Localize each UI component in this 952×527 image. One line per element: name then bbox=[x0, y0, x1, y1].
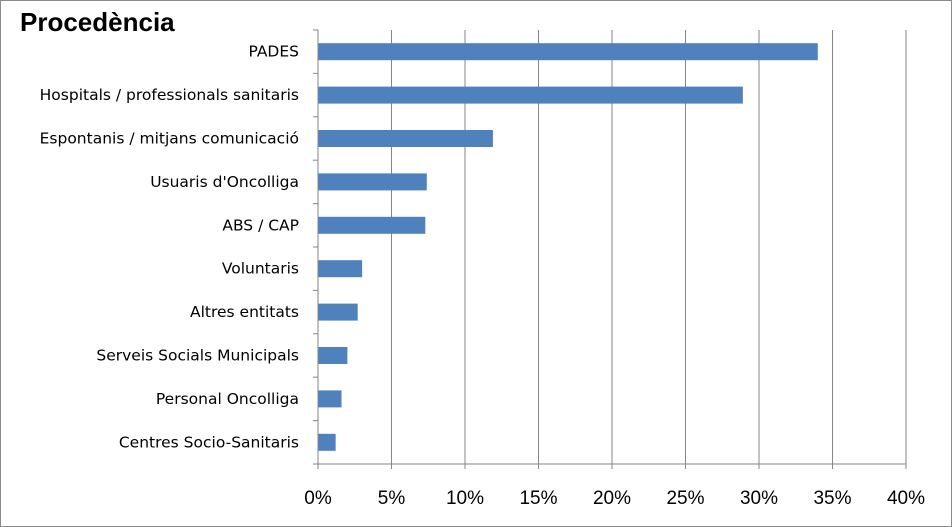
bar bbox=[318, 433, 336, 451]
bar bbox=[318, 43, 818, 61]
x-tick-label: 40% bbox=[887, 488, 925, 509]
bar bbox=[318, 86, 743, 104]
x-tick-labels: 0% 5% 10% 15% 20% 25% 30% 35% 40% bbox=[304, 488, 925, 509]
bar bbox=[318, 260, 363, 278]
category-label: Voluntaris bbox=[222, 260, 299, 278]
category-label: Serveis Socials Municipals bbox=[96, 347, 299, 365]
category-label: Personal Oncolliga bbox=[156, 390, 299, 408]
bar bbox=[318, 130, 493, 147]
category-label: Espontanis / mitjans comunicació bbox=[40, 130, 299, 148]
axes bbox=[313, 29, 907, 469]
category-labels: PADES Hospitals / professionals sanitaris… bbox=[40, 43, 299, 452]
bar bbox=[318, 347, 348, 364]
x-tick-label: 0% bbox=[304, 488, 332, 509]
category-label: Centres Socio-Sanitaris bbox=[119, 433, 299, 451]
category-label: PADES bbox=[248, 43, 299, 61]
x-tick-label: 10% bbox=[446, 488, 484, 509]
bar bbox=[318, 390, 342, 408]
bar bbox=[318, 303, 358, 321]
x-tick-label: 35% bbox=[813, 488, 851, 509]
bar bbox=[318, 173, 427, 191]
x-tick-label: 5% bbox=[378, 488, 406, 509]
category-label: Usuaris d'Oncolliga bbox=[150, 173, 299, 191]
category-label: ABS / CAP bbox=[222, 216, 299, 234]
category-label: Altres entitats bbox=[190, 303, 299, 321]
x-tick-label: 30% bbox=[740, 488, 778, 509]
x-tick-label: 25% bbox=[666, 488, 704, 509]
category-label: Hospitals / professionals sanitaris bbox=[40, 86, 299, 104]
chart-title: Procedència bbox=[20, 7, 175, 37]
x-tick-label: 15% bbox=[519, 488, 557, 509]
bar bbox=[318, 216, 426, 234]
bars bbox=[318, 43, 818, 451]
x-tick-label: 20% bbox=[593, 488, 631, 509]
